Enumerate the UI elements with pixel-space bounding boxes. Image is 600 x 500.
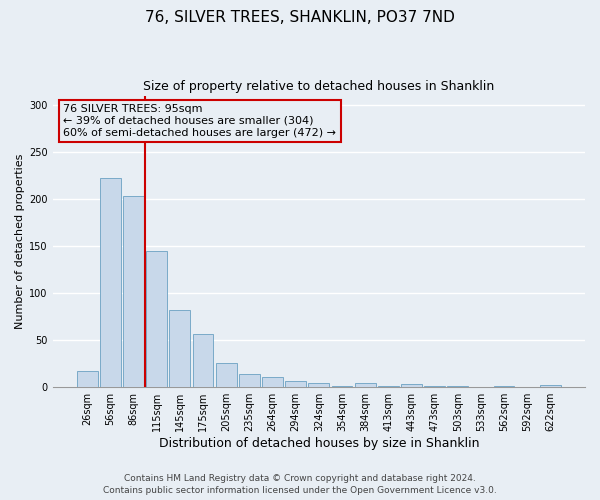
Bar [169, 310, 190, 387]
Bar [355, 384, 376, 387]
Title: Size of property relative to detached houses in Shanklin: Size of property relative to detached ho… [143, 80, 494, 93]
Bar [262, 377, 283, 387]
Bar [285, 380, 306, 387]
X-axis label: Distribution of detached houses by size in Shanklin: Distribution of detached houses by size … [158, 437, 479, 450]
Bar [378, 386, 399, 387]
Text: 76, SILVER TREES, SHANKLIN, PO37 7ND: 76, SILVER TREES, SHANKLIN, PO37 7ND [145, 10, 455, 25]
Bar [401, 384, 422, 387]
Bar [216, 362, 236, 387]
Text: 76 SILVER TREES: 95sqm
← 39% of detached houses are smaller (304)
60% of semi-de: 76 SILVER TREES: 95sqm ← 39% of detached… [63, 104, 336, 138]
Bar [239, 374, 260, 387]
Bar [332, 386, 352, 387]
Bar [123, 196, 144, 387]
Bar [77, 371, 98, 387]
Bar [540, 386, 561, 387]
Y-axis label: Number of detached properties: Number of detached properties [15, 154, 25, 329]
Bar [146, 251, 167, 387]
Bar [308, 384, 329, 387]
Bar [424, 386, 445, 387]
Bar [193, 334, 214, 387]
Bar [494, 386, 514, 387]
Bar [448, 386, 468, 387]
Text: Contains HM Land Registry data © Crown copyright and database right 2024.
Contai: Contains HM Land Registry data © Crown c… [103, 474, 497, 495]
Bar [100, 178, 121, 387]
